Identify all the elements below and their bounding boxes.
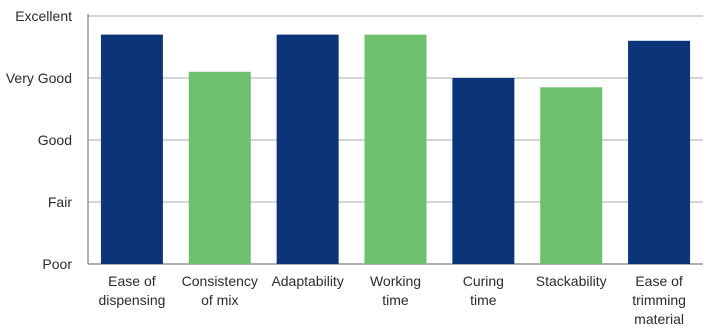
y-tick-label: Fair <box>48 194 72 210</box>
y-tick-label: Very Good <box>6 70 72 86</box>
x-tick-label: time <box>382 292 409 308</box>
y-tick-label: Poor <box>42 256 72 272</box>
y-tick-label: Excellent <box>15 8 72 24</box>
x-tick-label: Stackability <box>536 273 607 289</box>
x-tick-label: Working <box>370 273 421 289</box>
bars <box>100 34 691 264</box>
x-tick-label: material <box>634 311 684 324</box>
x-tick-label: Consistency <box>182 273 258 289</box>
x-tick-label: dispensing <box>98 292 165 308</box>
bar <box>628 40 691 264</box>
x-tick-labels: Ease of dispensing Consistency of mix Adapta… <box>98 273 686 327</box>
bar <box>276 34 339 264</box>
bar <box>188 71 251 264</box>
bar <box>452 78 515 264</box>
bar <box>364 34 427 264</box>
bar <box>100 34 163 264</box>
x-tick-label: Ease of <box>635 273 683 289</box>
y-tick-labels: Poor Fair Good Very Good Excellent <box>6 8 72 272</box>
bar <box>540 87 603 264</box>
x-tick-label: Curing <box>463 273 504 289</box>
x-tick-label: Ease of <box>108 273 156 289</box>
x-tick-label: of mix <box>201 292 238 308</box>
x-tick-label: Adaptability <box>271 273 343 289</box>
x-tick-label: time <box>470 292 497 308</box>
y-tick-label: Good <box>38 132 72 148</box>
x-tick-label: trimming <box>632 292 686 308</box>
